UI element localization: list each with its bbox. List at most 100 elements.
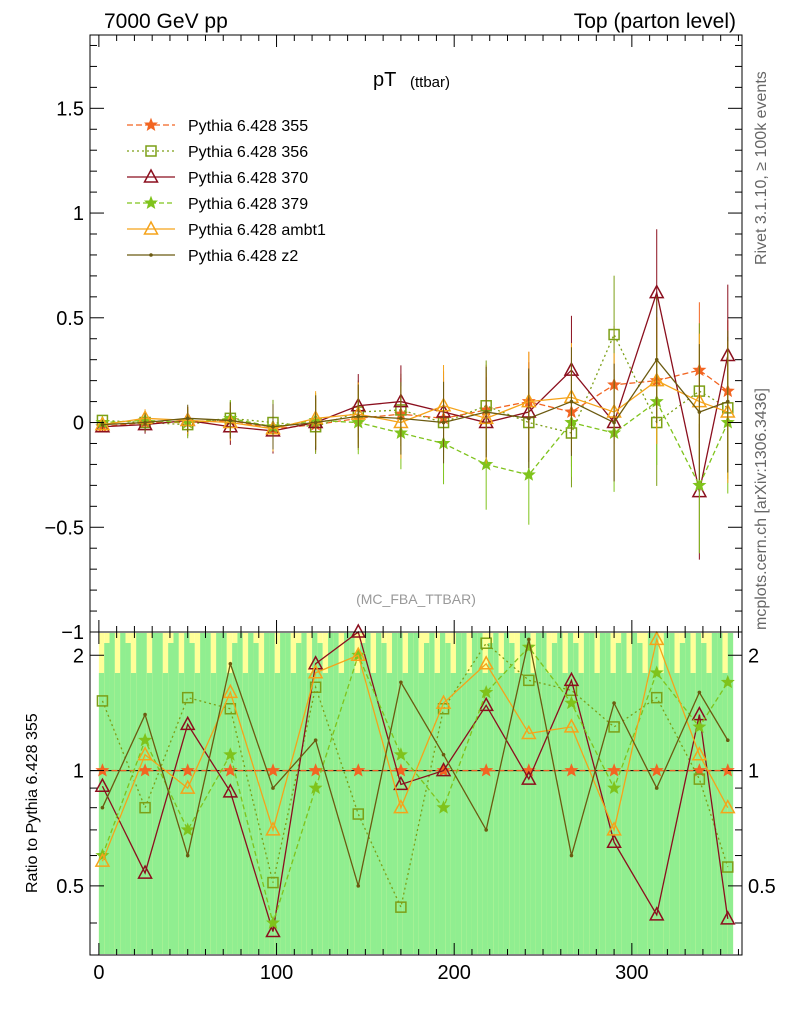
y-tick-label: −1 [61, 622, 84, 644]
ratio-point [308, 780, 323, 795]
band-green [589, 633, 595, 954]
band-green [360, 643, 366, 954]
band-green [701, 643, 707, 954]
band-green [226, 673, 233, 954]
ratio-point [143, 712, 147, 717]
ratio-line [101, 646, 729, 926]
band-green [189, 643, 195, 954]
ratio-point [722, 861, 734, 873]
band-green [503, 633, 510, 954]
ratio-series-group [94, 623, 736, 938]
band-green [178, 673, 185, 954]
band-green [418, 673, 424, 954]
band-green [653, 633, 659, 954]
band-green [423, 643, 430, 954]
ratio-point [608, 721, 620, 733]
data-point [569, 399, 574, 404]
band-green [306, 673, 313, 954]
band-green [402, 673, 409, 954]
ratio-series-5 [100, 637, 730, 888]
data-point [143, 420, 147, 425]
legend-marker [149, 253, 153, 257]
band-green [535, 633, 542, 954]
band-green [301, 633, 307, 954]
ratio-point [569, 853, 574, 858]
ratio-point [607, 763, 622, 777]
ratio-point [138, 763, 153, 777]
ratio-point [606, 833, 622, 848]
ratio-point [480, 637, 492, 649]
ratio-point [697, 690, 702, 695]
data-point [441, 420, 446, 425]
legend-label: Pythia 6.428 370 [188, 170, 308, 187]
ratio-point [692, 719, 707, 733]
band-green [285, 633, 291, 954]
ratio-point [720, 799, 736, 814]
ratio-point [478, 655, 494, 670]
band-green [205, 633, 211, 954]
ratio-point [399, 680, 403, 685]
ratio-point [478, 696, 494, 712]
band-green [727, 633, 734, 954]
band-green [498, 673, 504, 954]
ratio-point [563, 718, 580, 733]
header-right: Top (parton level) [574, 10, 736, 33]
legend-label: Pythia 6.428 z2 [188, 248, 298, 265]
ratio-tick-label-right: 0.5 [748, 876, 776, 898]
band-green [637, 643, 643, 954]
legend-entry: Pythia 6.428 356 [127, 144, 308, 161]
band-green [562, 673, 568, 954]
analysis-watermark: (MC_FBA_TTBAR) [356, 591, 476, 607]
ratio-point [393, 747, 408, 761]
ratio-point [648, 630, 665, 646]
data-point [356, 414, 361, 419]
legend-label: Pythia 6.428 355 [188, 118, 308, 135]
band-green [647, 633, 654, 954]
band-green [152, 633, 158, 954]
band-green [386, 673, 393, 954]
band-green [578, 673, 584, 954]
ratio-point [720, 763, 735, 777]
ratio-point [222, 683, 239, 699]
ratio-series-4 [94, 630, 736, 867]
band-green [679, 643, 686, 954]
ratio-point [266, 763, 280, 777]
ratio-tick-label-left: 1 [73, 761, 84, 783]
ratio-point [564, 763, 579, 777]
series-3 [95, 338, 735, 554]
band-green [210, 673, 217, 954]
data-point [654, 357, 659, 362]
ratio-point [607, 780, 622, 794]
ratio-point [267, 876, 279, 889]
ratio-point [521, 724, 537, 740]
legend-marker [145, 145, 157, 157]
ratio-point [308, 763, 323, 777]
header-left: 7000 GeV pp [104, 10, 228, 33]
ratio-point [650, 691, 663, 704]
ratio-point [435, 694, 452, 709]
ratio-point [100, 805, 105, 810]
band-green [269, 633, 275, 954]
band-green [599, 633, 606, 954]
ratio-point [185, 853, 190, 858]
band-green [232, 643, 238, 954]
band-green [493, 633, 499, 954]
band-green [557, 633, 563, 954]
ratio-point [266, 915, 280, 930]
data-point [484, 410, 488, 414]
data-point [100, 422, 105, 427]
band-green [605, 633, 611, 954]
ratio-point [228, 661, 233, 666]
band-green [258, 673, 265, 954]
y-tick-label: 0.5 [56, 308, 84, 330]
ratio-point [94, 777, 111, 793]
band-green [706, 673, 712, 954]
ratio-point [313, 738, 318, 743]
legend-marker [143, 168, 159, 183]
series-line [102, 358, 729, 428]
data-point [608, 328, 620, 341]
band-green [173, 633, 179, 954]
ratio-point [222, 783, 239, 798]
legend-marker [144, 195, 158, 210]
